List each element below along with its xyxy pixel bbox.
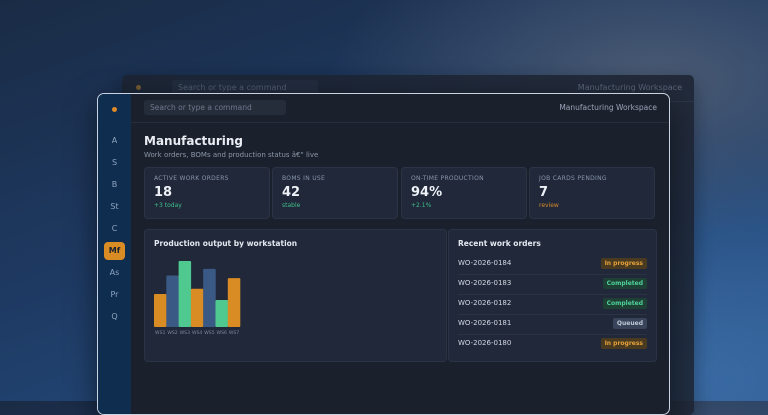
x-tick-label: WS6: [217, 330, 227, 336]
stat-value: 94%: [411, 185, 443, 200]
production-bar-chart: WS1 WS2 WS3 WS4 WS5 WS6 WS7: [154, 261, 241, 336]
status-badge: In progress: [600, 338, 647, 349]
brand-logo-icon[interactable]: [112, 107, 117, 112]
stat-card-active-work-orders[interactable]: ACTIVE WORK ORDERS 18 +3 today: [144, 167, 270, 219]
x-tick-label: WS5: [204, 330, 214, 336]
stat-card-job-cards-pending[interactable]: JOB CARDS PENDING 7 review: [529, 167, 655, 219]
page-subtitle: Work orders, BOMs and production status …: [144, 151, 319, 159]
x-tick-label: WS4: [192, 330, 202, 336]
stat-cards: ACTIVE WORK ORDERS 18 +3 today BOMS IN U…: [144, 167, 657, 219]
stat-label: JOB CARDS PENDING: [539, 175, 607, 182]
main-content: Manufacturing Work orders, BOMs and prod…: [144, 134, 657, 362]
sidebar-item-c[interactable]: C: [111, 224, 118, 233]
work-order-row[interactable]: WO-2026-0183 Completed: [458, 274, 647, 295]
work-order-row[interactable]: WO-2026-0181 Queued: [458, 314, 647, 335]
background-brand-dot-icon: [136, 85, 141, 90]
stat-note: review: [539, 202, 559, 209]
stat-value: 7: [539, 185, 549, 200]
sidebar-item-st[interactable]: St: [110, 202, 119, 211]
recent-work-orders-panel: Recent work orders WO-2026-0184 In progre…: [448, 229, 657, 362]
sidebar-item-a[interactable]: A: [111, 136, 118, 145]
bar-ws1[interactable]: [154, 294, 167, 327]
bar-ws7[interactable]: [227, 278, 241, 327]
bar-ws5[interactable]: [203, 268, 216, 327]
topbar: Search or type a command Manufacturing W…: [131, 94, 669, 123]
x-tick-label: WS2: [167, 330, 177, 336]
stat-note: +3 today: [154, 202, 182, 209]
bar-ws2[interactable]: [166, 275, 179, 327]
work-order-row[interactable]: WO-2026-0180 In progress: [458, 334, 647, 354]
sidebar-item-q[interactable]: Q: [111, 312, 118, 321]
stat-label: ACTIVE WORK ORDERS: [154, 175, 229, 182]
stat-value: 42: [282, 185, 301, 200]
work-order-row[interactable]: WO-2026-0184 In progress: [458, 254, 647, 275]
search-input[interactable]: Search or type a command: [144, 100, 286, 115]
page-title: Manufacturing: [144, 134, 243, 148]
work-order-id: WO-2026-0182: [458, 299, 512, 307]
work-order-id: WO-2026-0183: [458, 279, 512, 287]
background-search-input: Search or type a command: [172, 80, 318, 96]
x-tick-label: WS3: [180, 330, 190, 336]
stat-note: +2.1%: [411, 202, 432, 209]
sidebar: A S B St C Mf As Pr Q: [98, 94, 131, 414]
bar-ws3[interactable]: [178, 261, 192, 327]
bar-ws4[interactable]: [190, 288, 204, 327]
sidebar-item-s[interactable]: S: [111, 158, 118, 167]
stat-card-boms-in-use[interactable]: BOMS IN USE 42 stable: [272, 167, 398, 219]
stat-label: BOMS IN USE: [282, 175, 326, 182]
chart-panel: Production output by workstation WS1 WS2 W…: [144, 229, 447, 362]
work-order-id: WO-2026-0180: [458, 339, 512, 347]
status-badge: Completed: [602, 298, 647, 309]
background-window-title: Manufacturing Workspace: [577, 83, 682, 92]
status-badge: In progress: [600, 258, 647, 269]
chart-panel-title: Production output by workstation: [154, 239, 298, 248]
status-badge: Completed: [602, 278, 647, 289]
x-tick-label: WS7: [229, 330, 239, 336]
stat-value: 18: [154, 185, 173, 200]
work-order-id: WO-2026-0184: [458, 259, 512, 267]
app-window: A S B St C Mf As Pr Q Search or type a command M…: [97, 93, 670, 415]
stat-label: ON-TIME PRODUCTION: [411, 175, 484, 182]
sidebar-item-b[interactable]: B: [111, 180, 118, 189]
work-order-id: WO-2026-0181: [458, 319, 512, 327]
sidebar-item-as[interactable]: As: [109, 268, 120, 277]
recent-work-orders-title: Recent work orders: [458, 239, 541, 248]
bar-ws6[interactable]: [215, 299, 229, 327]
work-order-row[interactable]: WO-2026-0182 Completed: [458, 294, 647, 315]
sidebar-item-mf[interactable]: Mf: [104, 242, 125, 260]
x-tick-label: WS1: [155, 330, 165, 336]
status-badge: Queued: [612, 318, 647, 329]
stat-card-on-time-production[interactable]: ON-TIME PRODUCTION 94% +2.1%: [401, 167, 527, 219]
sidebar-item-pr[interactable]: Pr: [110, 290, 119, 299]
stat-note: stable: [282, 202, 301, 209]
workspace-title: Manufacturing Workspace: [559, 103, 657, 112]
